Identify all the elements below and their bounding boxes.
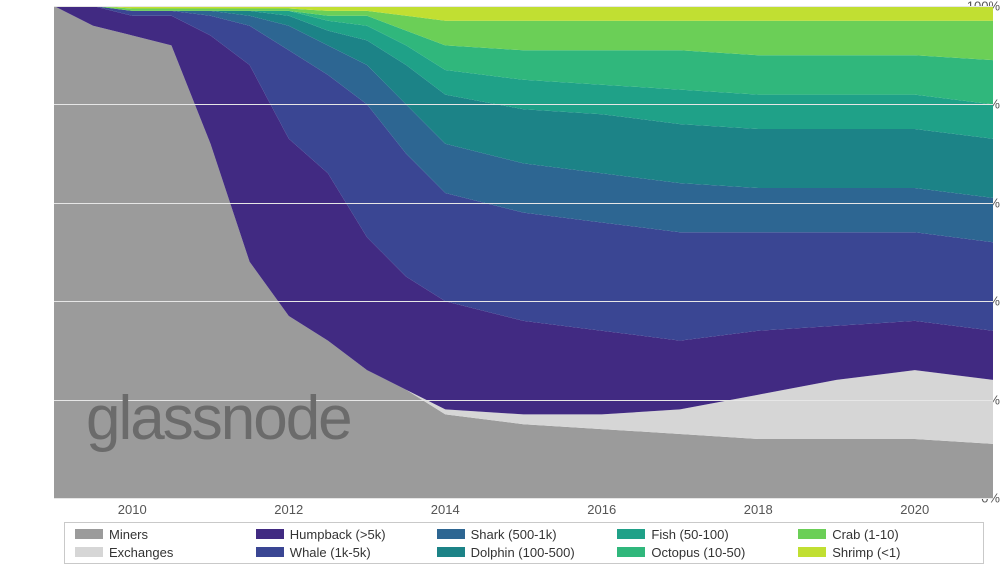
legend-label: Octopus (10-50) xyxy=(651,545,745,560)
legend-label: Shark (500-1k) xyxy=(471,527,557,542)
x-tick-label: 2014 xyxy=(431,502,460,517)
legend-item-crab: Crab (1-10) xyxy=(798,525,973,543)
legend-item-shrimp: Shrimp (<1) xyxy=(798,543,973,561)
legend-label: Whale (1k-5k) xyxy=(290,545,371,560)
legend-swatch xyxy=(617,547,645,557)
legend-item-whale: Whale (1k-5k) xyxy=(256,543,431,561)
legend-swatch xyxy=(437,547,465,557)
legend-swatch xyxy=(798,529,826,539)
x-tick-label: 2012 xyxy=(274,502,303,517)
stacked-area-svg xyxy=(54,6,993,498)
legend-label: Miners xyxy=(109,527,148,542)
legend: Miners Humpback (>5k) Shark (500-1k) Fish (… xyxy=(64,522,984,564)
stacked-area-chart: 0%20%40%60%80%100% 201020122014201620182… xyxy=(0,0,1000,569)
legend-swatch xyxy=(256,529,284,539)
legend-swatch xyxy=(256,547,284,557)
grid-line xyxy=(54,498,993,499)
legend-item-fish: Fish (50-100) xyxy=(617,525,792,543)
legend-swatch xyxy=(75,547,103,557)
legend-label: Crab (1-10) xyxy=(832,527,898,542)
grid-line xyxy=(54,301,993,302)
legend-swatch xyxy=(798,547,826,557)
x-tick-label: 2010 xyxy=(118,502,147,517)
grid-line xyxy=(54,104,993,105)
legend-label: Humpback (>5k) xyxy=(290,527,386,542)
legend-label: Shrimp (<1) xyxy=(832,545,900,560)
x-tick-label: 2020 xyxy=(900,502,929,517)
x-tick-label: 2016 xyxy=(587,502,616,517)
legend-item-octopus: Octopus (10-50) xyxy=(617,543,792,561)
legend-item-shark: Shark (500-1k) xyxy=(437,525,612,543)
legend-swatch xyxy=(437,529,465,539)
legend-item-miners: Miners xyxy=(75,525,250,543)
x-tick-label: 2018 xyxy=(744,502,773,517)
legend-label: Fish (50-100) xyxy=(651,527,728,542)
legend-swatch xyxy=(617,529,645,539)
legend-label: Dolphin (100-500) xyxy=(471,545,575,560)
plot-area: glassnode xyxy=(54,6,993,498)
grid-line xyxy=(54,6,993,7)
legend-item-exchanges: Exchanges xyxy=(75,543,250,561)
grid-line xyxy=(54,400,993,401)
legend-label: Exchanges xyxy=(109,545,173,560)
legend-item-humpback: Humpback (>5k) xyxy=(256,525,431,543)
legend-swatch xyxy=(75,529,103,539)
legend-item-dolphin: Dolphin (100-500) xyxy=(437,543,612,561)
grid-line xyxy=(54,203,993,204)
